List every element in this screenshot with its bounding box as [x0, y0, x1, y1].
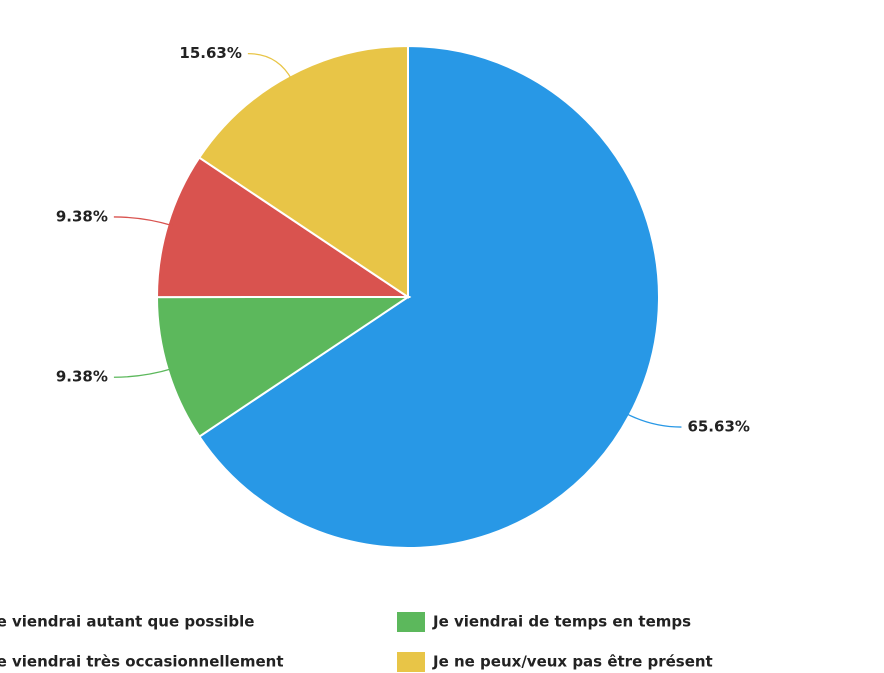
- legend-label: Je viendrai très occasionnellement: [0, 653, 284, 671]
- legend-label: Je ne peux/veux pas être présent: [432, 653, 713, 671]
- data-label: 15.63%: [179, 44, 241, 62]
- label-connector: [247, 52, 293, 81]
- label-connector: [113, 216, 173, 227]
- legend-label: Je viendrai autant que possible: [0, 613, 254, 631]
- legend-swatch: [397, 652, 425, 672]
- label-connector: [113, 367, 173, 378]
- legend-label: Je viendrai de temps en temps: [432, 613, 691, 631]
- legend-swatch: [397, 612, 425, 632]
- data-label: 65.63%: [687, 418, 749, 436]
- label-connector: [624, 412, 682, 428]
- data-label: 9.38%: [56, 368, 108, 386]
- data-label: 9.38%: [56, 207, 108, 225]
